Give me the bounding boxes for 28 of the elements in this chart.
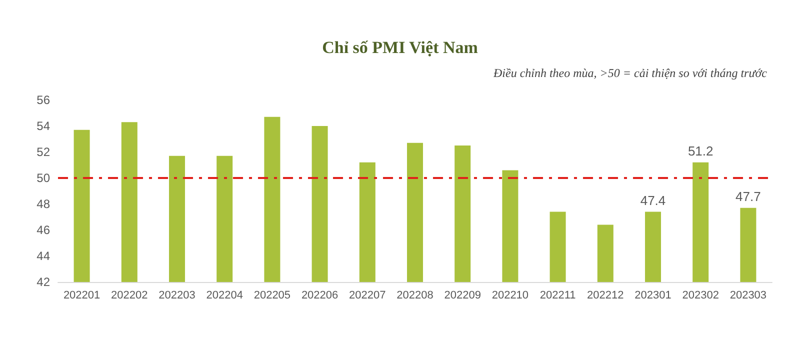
x-tick-label: 202209 [444,290,481,302]
x-tick-label: 202303 [730,290,767,302]
y-tick-label: 44 [36,249,50,263]
x-tick-label: 202301 [634,290,672,302]
y-tick-label: 54 [36,119,50,133]
x-tick-label: 202201 [63,290,100,302]
chart-title: Chỉ số PMI Việt Nam [322,38,478,57]
x-tick-label: 202202 [111,290,148,302]
y-tick-label: 50 [36,171,50,185]
x-tick-label: 202302 [682,290,719,302]
y-tick-label: 42 [36,275,50,289]
data-label: 51.2 [688,143,714,158]
x-tick-label: 202208 [396,290,434,302]
x-tick-label: 202203 [158,290,196,302]
x-tick-label: 202204 [206,290,243,302]
y-tick-label: 56 [36,93,50,107]
data-label: 47.4 [640,192,666,208]
x-tick-label: 202206 [301,290,338,302]
y-tick-label: 46 [36,223,50,237]
x-tick-label: 202207 [349,290,386,302]
data-label: 47.7 [736,188,761,204]
chart-subtitle: Điều chỉnh theo mùa, >50 = cải thiện so với tháng trước [492,66,768,80]
x-tick-label: 202211 [540,290,576,302]
x-tick-label: 202212 [587,290,624,302]
x-tick-label: 202210 [492,290,529,302]
x-tick-label: 202205 [254,290,291,302]
y-tick-label: 48 [36,197,50,211]
y-tick-label: 52 [36,145,50,159]
